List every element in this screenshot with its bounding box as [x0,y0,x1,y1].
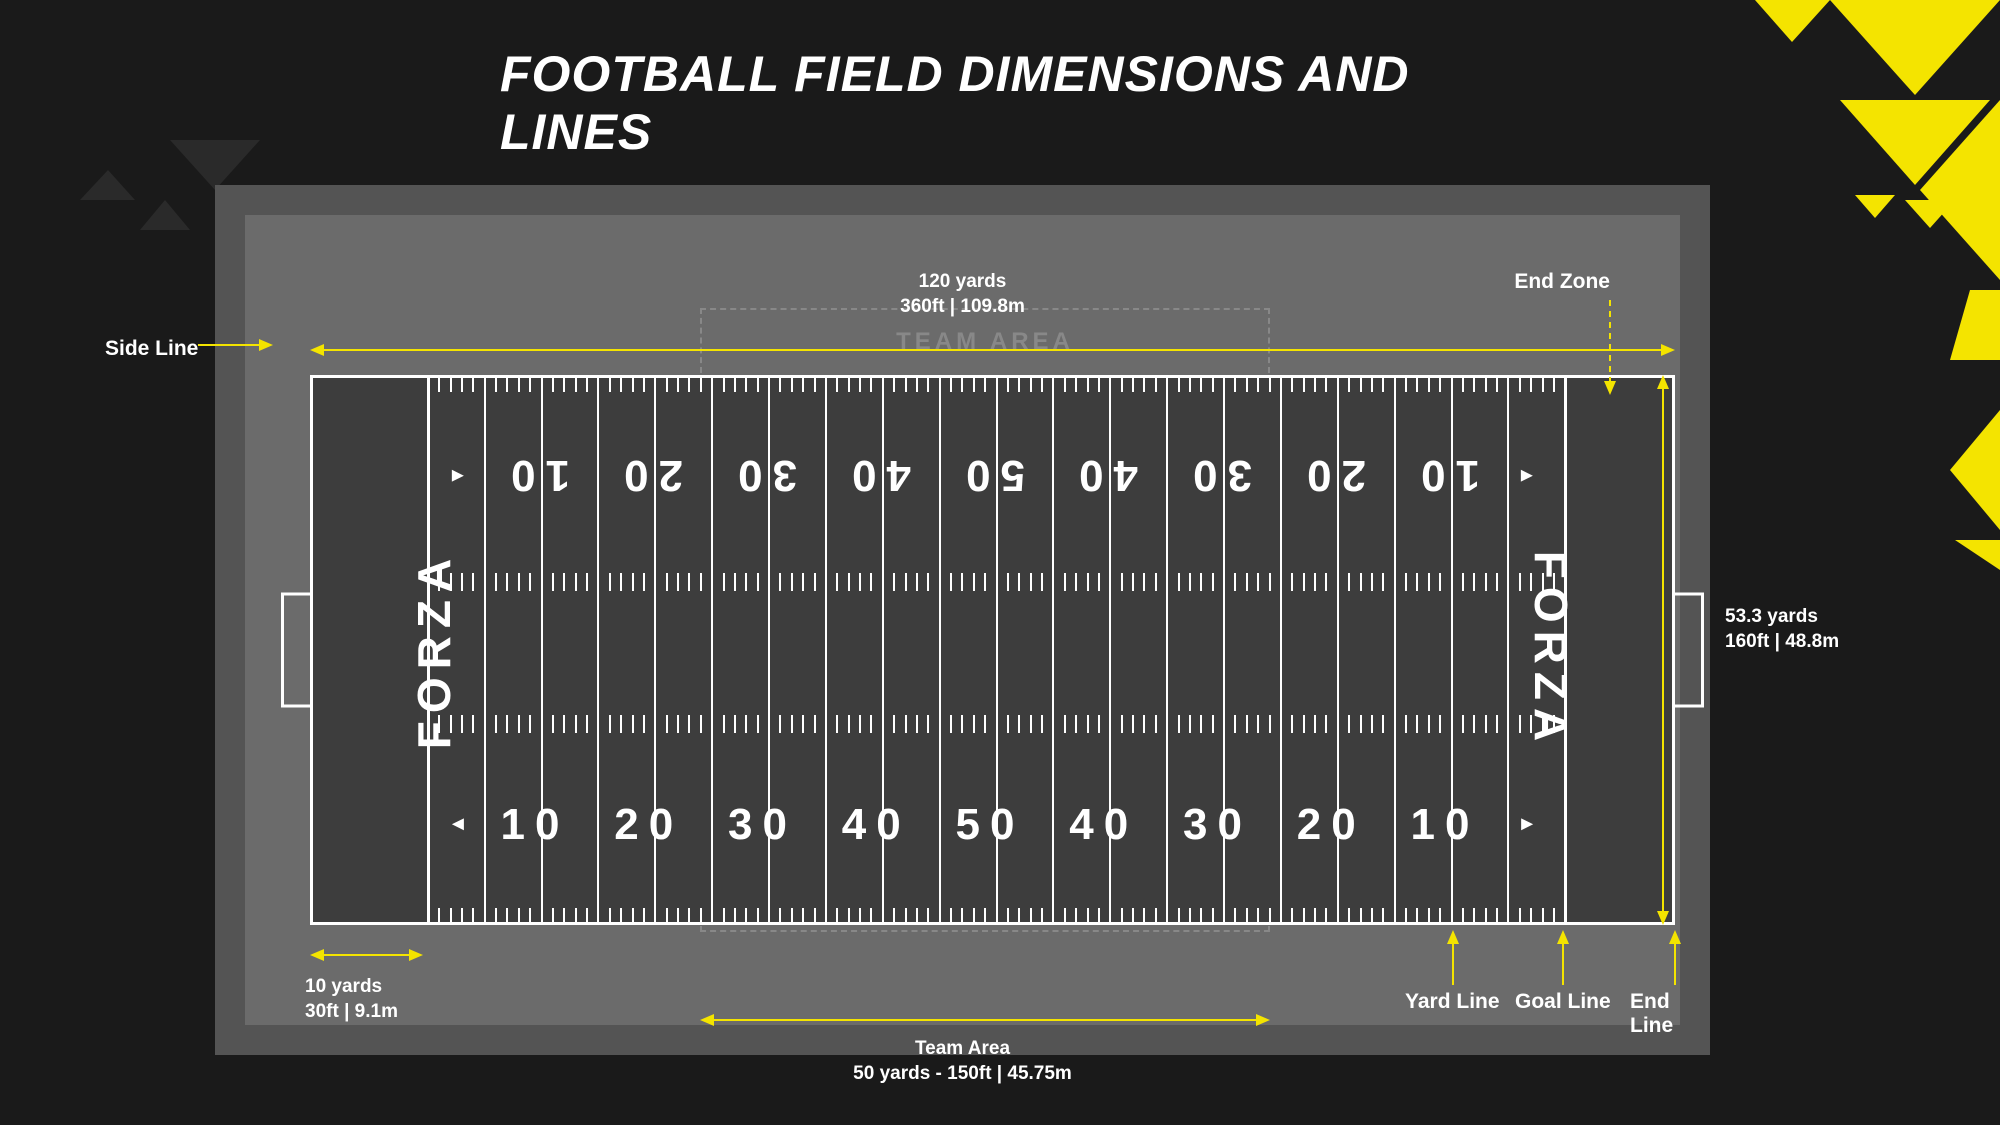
field-inner-border: TEAM AREA TEAM AREA FORZA FORZA 10102020… [245,215,1680,1025]
yard-number: 40 [842,800,911,850]
sideline-pointer [198,335,273,355]
label-side-line: Side Line [105,337,198,361]
yard-number: 30 [728,450,797,500]
goalpost-left [281,593,313,708]
label-goal-line: Goal Line [1515,990,1611,1014]
label-end-line: End Line [1630,990,1680,1038]
dim-arrow-length [310,335,1675,365]
yard-number: 10 [1411,450,1480,500]
yard-number: 40 [1069,800,1138,850]
yard-number: 20 [1297,800,1366,850]
label-end-zone: End Zone [1514,270,1610,294]
label-yard-line: Yard Line [1405,990,1500,1014]
page-title: FOOTBALL FIELD DIMENSIONS AND LINES [500,45,1500,161]
endline-pointer [1665,930,1685,985]
dim-arrow-teamarea [700,1005,1270,1035]
dim-teamarea-label: Team Area 50 yards - 150ft | 45.75m [853,1037,1072,1086]
yard-number: 50 [956,450,1025,500]
yard-number: 30 [1183,800,1252,850]
yard-number: 30 [728,800,797,850]
endzone-pointer [1600,300,1620,395]
yard-number: 30 [1183,450,1252,500]
yard-number: 50 [956,800,1025,850]
yardline-pointer [1443,930,1463,985]
dim-arrow-width [1648,375,1678,925]
dim-width-label: 53.3 yards 160ft | 48.8m [1725,605,1839,654]
yard-number: 20 [614,800,683,850]
yard-number: 40 [842,450,911,500]
yard-number: 20 [614,450,683,500]
football-field: FORZA FORZA 1010202030304040505040403030… [310,375,1675,925]
yard-number: 10 [501,450,570,500]
field-container: TEAM AREA TEAM AREA FORZA FORZA 10102020… [215,185,1710,1055]
yard-number: 40 [1069,450,1138,500]
dim-endzone-label: 10 yards 30ft | 9.1m [305,975,398,1024]
endzone-text-left: FORZA [407,551,461,749]
dim-length-label: 120 yards 360ft | 109.8m [900,270,1025,319]
yard-number: 10 [1411,800,1480,850]
yard-number: 10 [501,800,570,850]
yard-number: 20 [1297,450,1366,500]
dim-arrow-endzone [310,940,423,970]
goalline-pointer [1553,930,1573,985]
